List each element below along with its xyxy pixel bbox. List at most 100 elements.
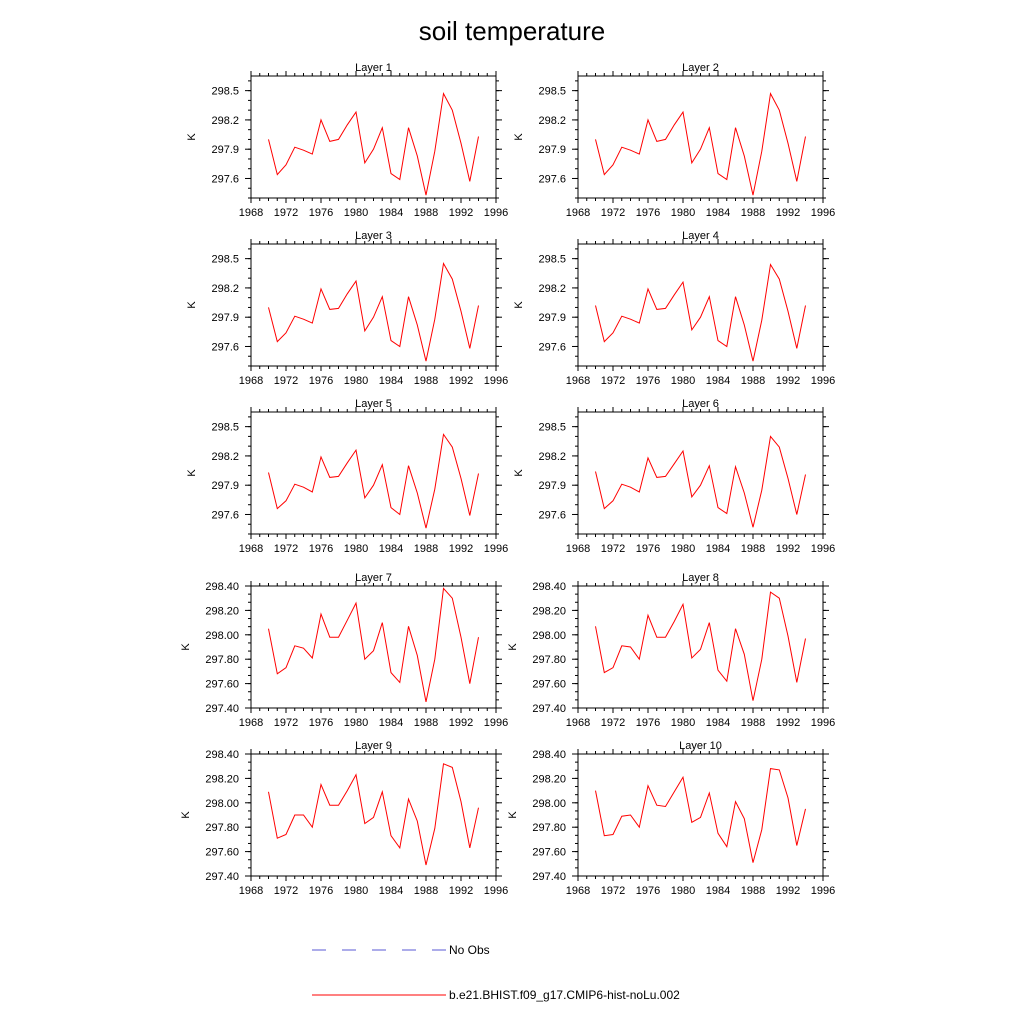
y-tick-label: 297.60 [205,847,239,859]
panel-title: Layer 9 [355,740,392,752]
panel-layer-6: Layer 6 1968 1972 1976 1980 1984 1988 1992 1996 2… [513,398,835,555]
panel-layer-2: Layer 2 1968 1972 1976 1980 1984 1988 1992 1996 2… [513,62,835,219]
series-line [595,263,806,362]
x-tick-label: 1980 [671,543,695,555]
legend-no-obs-label: No Obs [449,943,490,957]
x-tick-label: 1980 [671,717,695,729]
y-tick-label: 298.5 [211,422,239,434]
x-tick-label: 1992 [776,207,800,219]
x-tick-label: 1992 [776,717,800,729]
y-axis-label: K [513,301,525,309]
y-axis-label: K [186,133,198,141]
x-tick-label: 1996 [811,543,835,555]
y-tick-label: 298.2 [211,283,239,295]
x-tick-label: 1992 [449,717,473,729]
panel-title: Layer 1 [355,62,392,74]
x-tick-label: 1968 [566,543,590,555]
x-tick-label: 1992 [776,375,800,387]
x-tick-label: 1984 [379,717,403,729]
legend: No Obs b.e21.BHIST.f09_g17.CMIP6-hist-no… [312,943,680,1002]
x-tick-label: 1976 [309,207,333,219]
x-tick-label: 1996 [811,717,835,729]
x-tick-label: 1996 [811,885,835,897]
x-tick-label: 1984 [706,717,730,729]
x-tick-label: 1976 [636,885,660,897]
y-tick-label: 298.00 [205,630,239,642]
y-tick-label: 297.80 [205,822,239,834]
x-tick-label: 1996 [811,207,835,219]
y-tick-label: 297.80 [532,654,566,666]
y-tick-label: 298.5 [211,86,239,98]
panel-title: Layer 10 [679,740,722,752]
y-tick-label: 297.9 [211,312,239,324]
x-tick-label: 1968 [566,717,590,729]
panel-layer-8: Layer 8 1968 1972 1976 1980 1984 1988 1992 1996 2… [507,572,835,729]
legend-model-label: b.e21.BHIST.f09_g17.CMIP6-hist-noLu.002 [449,988,680,1002]
x-tick-label: 1988 [741,207,765,219]
x-tick-label: 1992 [776,543,800,555]
x-tick-label: 1980 [671,885,695,897]
y-tick-label: 297.40 [532,871,566,883]
x-tick-label: 1988 [741,885,765,897]
x-tick-label: 1988 [414,207,438,219]
x-tick-label: 1972 [274,717,298,729]
y-tick-label: 298.5 [538,86,566,98]
x-tick-label: 1968 [566,375,590,387]
x-tick-label: 1988 [414,375,438,387]
y-tick-label: 298.20 [532,605,566,617]
y-tick-label: 297.9 [538,144,566,156]
x-tick-label: 1968 [239,375,263,387]
x-tick-label: 1980 [344,885,368,897]
x-tick-label: 1976 [309,717,333,729]
panel-title: Layer 2 [682,62,719,74]
panel-layer-1: Layer 1 1968 1972 1976 1980 1984 1988 1992 1996 2… [186,62,508,219]
x-tick-label: 1996 [811,375,835,387]
x-tick-label: 1972 [601,375,625,387]
y-tick-label: 297.60 [205,679,239,691]
x-tick-label: 1972 [274,543,298,555]
y-tick-label: 298.00 [532,630,566,642]
y-tick-label: 298.20 [532,773,566,785]
figure-title: soil temperature [419,16,605,46]
y-tick-label: 297.9 [538,480,566,492]
x-tick-label: 1976 [309,375,333,387]
y-tick-label: 298.5 [211,254,239,266]
y-axis-label: K [507,811,519,819]
x-tick-label: 1976 [309,543,333,555]
y-tick-label: 298.5 [538,422,566,434]
x-tick-label: 1984 [706,543,730,555]
y-tick-label: 298.20 [205,773,239,785]
x-tick-label: 1984 [706,375,730,387]
y-axis-label: K [186,301,198,309]
x-tick-label: 1996 [484,885,508,897]
x-tick-label: 1968 [566,207,590,219]
x-tick-label: 1972 [274,207,298,219]
series-line [268,262,479,362]
series-line [268,92,479,196]
x-tick-label: 1984 [379,543,403,555]
x-tick-label: 1996 [484,207,508,219]
x-tick-label: 1988 [414,885,438,897]
series-line [595,435,806,528]
y-tick-label: 297.6 [538,509,566,521]
y-tick-label: 298.40 [532,749,566,761]
x-tick-label: 1988 [741,375,765,387]
panel-grid: Layer 1 1968 1972 1976 1980 1984 1988 1992 1996 2… [180,62,835,897]
y-tick-label: 298.2 [211,451,239,463]
y-axis-label: K [186,469,198,477]
x-tick-label: 1972 [601,543,625,555]
panel-title: Layer 5 [355,398,392,410]
x-tick-label: 1980 [344,375,368,387]
y-tick-label: 297.40 [205,871,239,883]
x-tick-label: 1968 [239,207,263,219]
y-axis-label: K [513,469,525,477]
y-axis-label: K [507,643,519,651]
y-tick-label: 298.2 [538,115,566,127]
x-tick-label: 1980 [671,375,695,387]
y-tick-label: 298.20 [205,605,239,617]
y-tick-label: 298.40 [532,581,566,593]
panel-title: Layer 8 [682,572,719,584]
panel-title: Layer 6 [682,398,719,410]
y-tick-label: 298.00 [205,798,239,810]
